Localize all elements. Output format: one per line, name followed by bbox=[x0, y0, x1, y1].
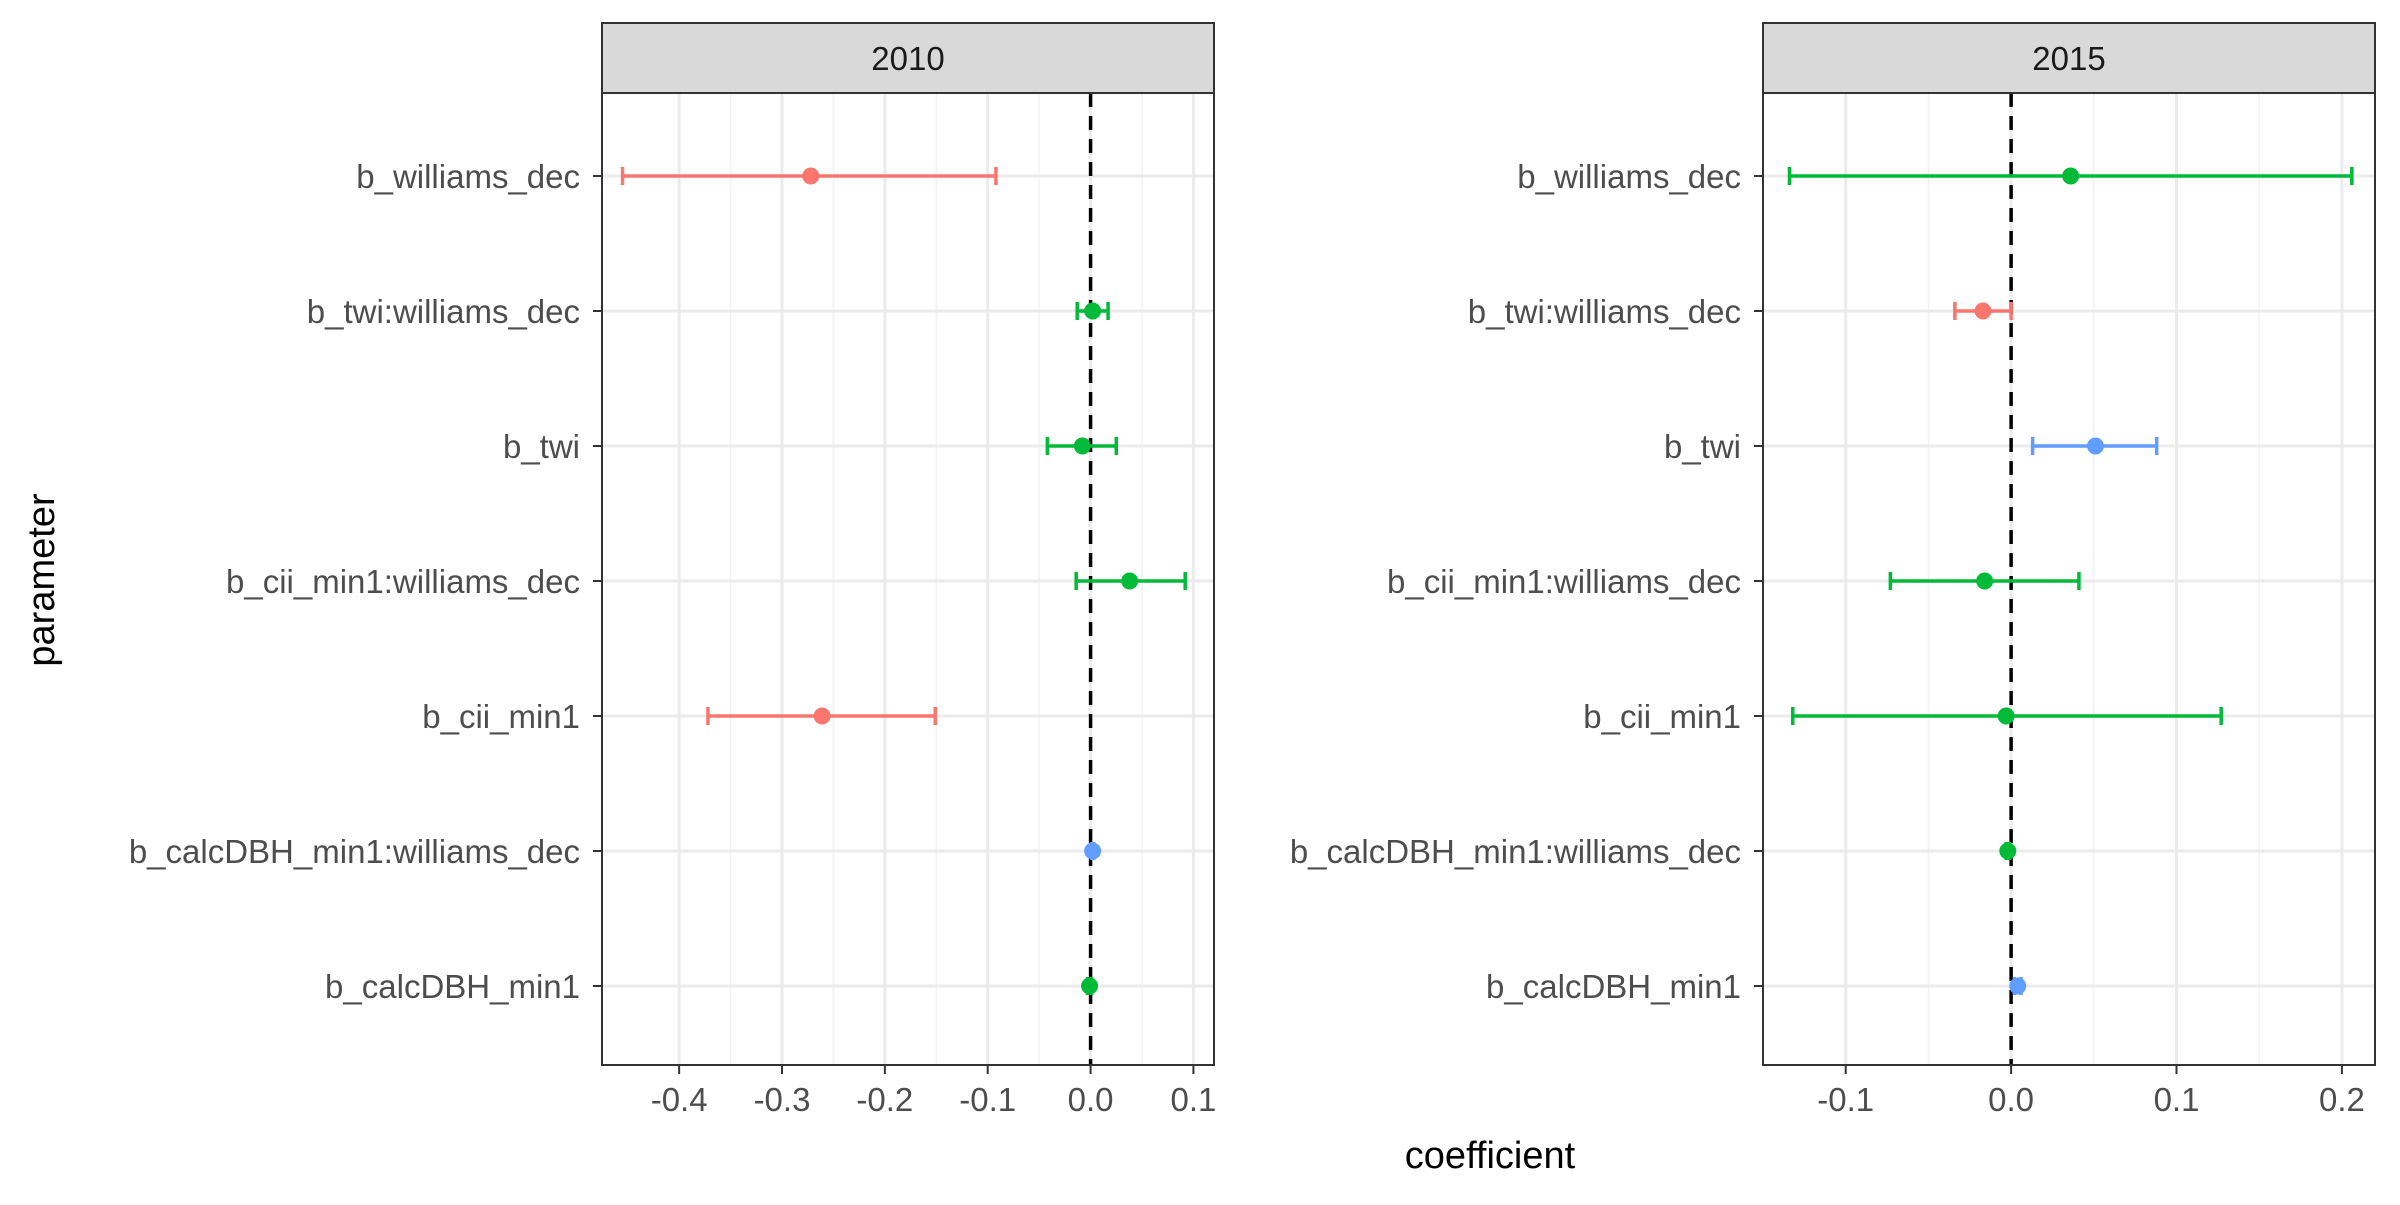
y-tick-label: b_calcDBH_min1 bbox=[1486, 968, 1741, 1005]
estimate-point bbox=[802, 167, 820, 185]
x-tick-label: 0.0 bbox=[1988, 1081, 2034, 1118]
y-tick-label: b_williams_dec bbox=[1517, 158, 1741, 195]
y-tick-label: b_twi:williams_dec bbox=[1468, 293, 1741, 330]
facet-strip-label: 2010 bbox=[871, 40, 944, 77]
x-tick-label: -0.4 bbox=[651, 1081, 708, 1118]
panel-background bbox=[602, 93, 1214, 1065]
estimate-point bbox=[1073, 437, 1091, 455]
y-axis-title: parameter bbox=[21, 493, 63, 667]
y-tick-label: b_cii_min1 bbox=[1583, 698, 1741, 735]
facet-strip bbox=[601, 22, 1215, 94]
estimate-point bbox=[1974, 302, 1992, 320]
y-tick-label: b_calcDBH_min1:williams_dec bbox=[1290, 833, 1741, 870]
y-tick-label: b_twi bbox=[1664, 428, 1741, 465]
x-tick-label: 0.0 bbox=[1068, 1081, 1114, 1118]
y-tick-label: b_twi:williams_dec bbox=[307, 293, 580, 330]
x-axis-title: coefficient bbox=[1405, 1135, 1576, 1177]
y-tick-label: b_williams_dec bbox=[356, 158, 580, 195]
panel-background bbox=[1763, 93, 2375, 1065]
x-tick-label: 0.1 bbox=[2154, 1081, 2200, 1118]
x-tick-label: -0.3 bbox=[754, 1081, 811, 1118]
estimate-point bbox=[1084, 842, 1102, 860]
x-tick-label: 0.1 bbox=[1170, 1081, 1216, 1118]
y-tick-label: b_twi bbox=[503, 428, 580, 465]
y-tick-label: b_cii_min1:williams_dec bbox=[226, 563, 580, 600]
estimate-point bbox=[1081, 977, 1099, 995]
x-tick-label: -0.1 bbox=[959, 1081, 1016, 1118]
y-tick-label: b_cii_min1 bbox=[422, 698, 580, 735]
x-tick-label: -0.1 bbox=[1817, 1081, 1874, 1118]
estimate-point bbox=[2086, 437, 2104, 455]
estimate-point bbox=[1997, 707, 2015, 725]
y-tick-label: b_calcDBH_min1:williams_dec bbox=[129, 833, 580, 870]
estimate-point bbox=[813, 707, 831, 725]
estimate-point bbox=[1999, 842, 2017, 860]
facet-strip bbox=[1762, 22, 2376, 94]
estimate-point bbox=[2009, 977, 2027, 995]
estimate-point bbox=[1976, 572, 1994, 590]
y-tick-label: b_calcDBH_min1 bbox=[325, 968, 580, 1005]
facet-strip-label: 2015 bbox=[2032, 40, 2105, 77]
estimate-point bbox=[1121, 572, 1139, 590]
x-tick-label: -0.2 bbox=[856, 1081, 913, 1118]
estimate-point bbox=[2062, 167, 2080, 185]
y-tick-label: b_cii_min1:williams_dec bbox=[1387, 563, 1741, 600]
x-tick-label: 0.2 bbox=[2319, 1081, 2365, 1118]
estimate-point bbox=[1084, 302, 1102, 320]
